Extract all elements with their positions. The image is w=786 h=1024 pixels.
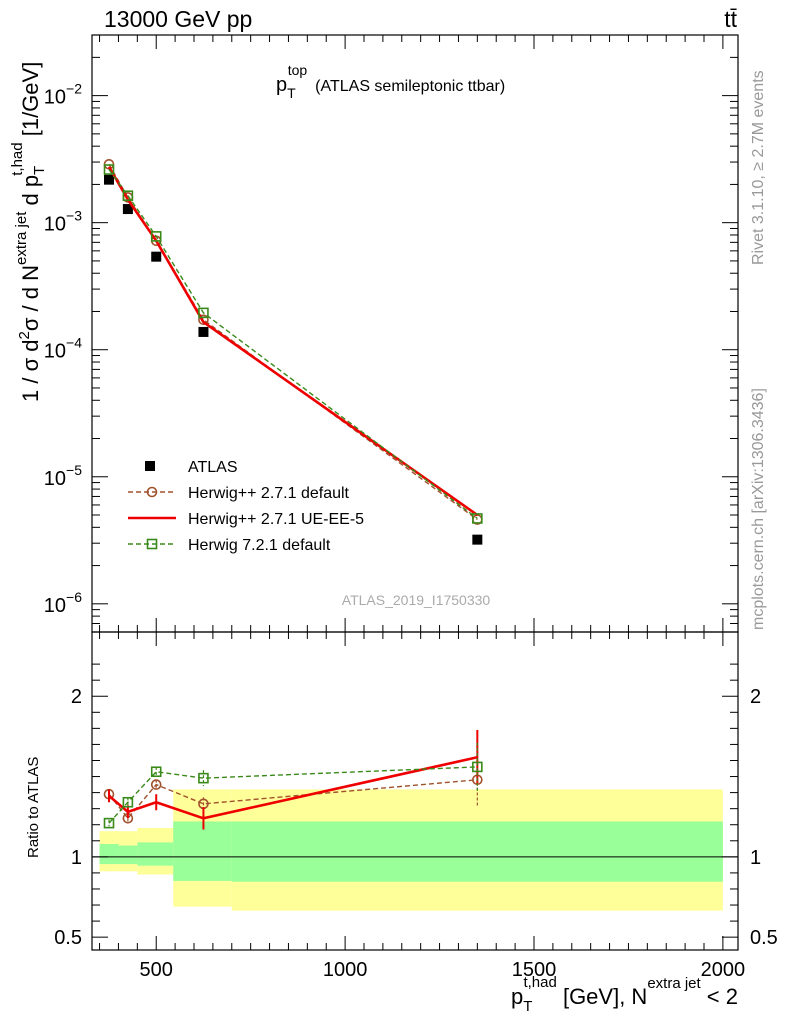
ratio-panel: 0.5 0.5 1 1 2 2 500 1000 1500 2000 Ratio to ATLA… — [25, 631, 778, 1015]
legend-marker — [145, 461, 155, 471]
main-series — [103, 159, 483, 545]
data-point — [198, 307, 209, 319]
series-line — [107, 166, 479, 517]
mcplots-label: mcplots.cern.ch [arXiv:1306.3436] — [750, 388, 767, 630]
green-band — [137, 842, 174, 866]
ratio-x-ticks — [99, 632, 724, 950]
x-tick-label: 2000 — [701, 959, 746, 981]
green-band — [231, 821, 723, 882]
y-tick-label: 10−6 — [44, 589, 82, 617]
legend-entry: Herwig++ 2.7.1 UE-EE-5 — [188, 511, 364, 528]
y-tick-label: 10−3 — [44, 208, 82, 236]
x-tick-label: 1500 — [512, 959, 557, 981]
legend-marker — [146, 486, 158, 498]
data-point — [472, 761, 483, 773]
ratio-y-tick-labels: 0.5 0.5 1 1 2 2 — [54, 686, 778, 949]
main-y-axis-label: 1 / σ d2σ / d Nextra jet d pTt,had [1/Ge… — [9, 62, 48, 402]
x-axis-label: pTt,had [GeV], Nextra jet < 2 — [511, 974, 738, 1015]
rivet-label: Rivet 3.1.10, ≥ 2.7M events — [750, 70, 767, 265]
x-tick-label: 500 — [140, 959, 173, 981]
series-line — [108, 163, 478, 521]
series-line — [108, 766, 478, 824]
series-line — [108, 169, 478, 519]
data-point — [150, 779, 162, 790]
y-tick-label: 10−2 — [44, 81, 82, 109]
x-tick-label: 1000 — [323, 959, 368, 981]
main-panel: pTtop(ATLAS semileptonic ttbar) 10−6 10−5… — [9, 34, 739, 633]
data-point — [198, 314, 209, 326]
data-point — [103, 817, 115, 829]
series-line — [108, 779, 478, 820]
ratio-y-axis-label: Ratio to ATLAS — [25, 757, 42, 858]
legend-entry: ATLAS — [188, 459, 238, 476]
data-point — [198, 326, 209, 337]
y-tick-label-right: 1 — [750, 847, 761, 869]
data-point — [104, 174, 114, 185]
data-point — [122, 796, 134, 808]
main-y-ticks — [92, 34, 738, 633]
data-point — [103, 164, 115, 175]
ratio-frame — [91, 631, 739, 951]
y-tick-label: 1 — [71, 847, 82, 869]
main-y-tick-labels: 10−6 10−5 10−4 10−3 10−2 — [44, 81, 82, 617]
y-tick-label: 0.5 — [54, 927, 82, 949]
legend-entry: Herwig++ 2.7.1 default — [188, 485, 350, 502]
y-tick-label-right: 2 — [750, 686, 761, 708]
ratio-uncertainty-bands — [99, 789, 723, 911]
data-point — [122, 190, 134, 202]
process-label: tt̄ — [724, 6, 737, 32]
green-band — [173, 821, 232, 881]
series-line — [108, 756, 478, 820]
data-point — [150, 231, 162, 242]
main-title: pTtop(ATLAS semileptonic ttbar) — [276, 62, 505, 101]
energy-label: 13000 GeV pp — [104, 6, 252, 32]
data-point — [150, 766, 162, 778]
ratio-series — [103, 729, 483, 830]
data-point — [472, 513, 483, 524]
data-point — [472, 534, 483, 545]
data-point — [198, 772, 209, 784]
y-tick-label: 10−4 — [44, 335, 82, 363]
legend-marker — [146, 538, 158, 550]
green-band — [99, 844, 119, 865]
main-x-ticks — [99, 35, 724, 632]
data-point — [122, 204, 133, 215]
legend: ATLAS Herwig++ 2.7.1 default Herwig++ 2.7.… — [128, 459, 364, 554]
y-tick-label: 10−5 — [44, 462, 82, 490]
y-tick-label-right: 0.5 — [750, 927, 778, 949]
ratio-x-tick-labels: 500 1000 1500 2000 — [140, 959, 746, 981]
legend-entry: Herwig 7.2.1 default — [188, 537, 331, 554]
ratio-y-ticks — [92, 663, 738, 938]
green-band — [118, 845, 138, 865]
data-point — [151, 251, 162, 262]
analysis-id: ATLAS_2019_I1750330 — [342, 592, 491, 608]
y-tick-label: 2 — [71, 686, 82, 708]
